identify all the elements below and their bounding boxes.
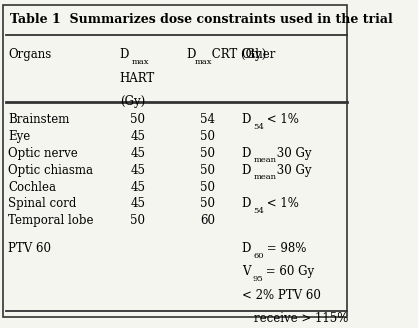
Text: 50: 50 [200, 197, 215, 211]
FancyBboxPatch shape [3, 5, 347, 317]
Text: < 1%: < 1% [263, 113, 299, 126]
Text: < 2% PTV 60: < 2% PTV 60 [242, 289, 321, 302]
Text: 30 Gy: 30 Gy [273, 164, 311, 177]
Text: 50: 50 [200, 164, 215, 177]
Text: max: max [195, 58, 213, 66]
Text: Table 1  Summarizes dose constraints used in the trial: Table 1 Summarizes dose constraints used… [10, 13, 393, 26]
Text: 45: 45 [130, 180, 145, 194]
Text: 50: 50 [130, 113, 145, 126]
Text: Optic nerve: Optic nerve [8, 147, 78, 160]
Text: 45: 45 [130, 130, 145, 143]
Text: V: V [242, 265, 250, 278]
Text: Cochlea: Cochlea [8, 180, 56, 194]
Text: 54: 54 [254, 123, 265, 131]
Text: 50: 50 [200, 147, 215, 160]
Text: receive > 115%: receive > 115% [254, 312, 348, 325]
Text: D: D [242, 113, 251, 126]
Text: HART: HART [120, 72, 155, 85]
Text: 30 Gy: 30 Gy [273, 147, 311, 160]
Text: 54: 54 [254, 207, 265, 215]
Text: < 1%: < 1% [263, 197, 299, 211]
Text: D: D [120, 48, 129, 61]
Text: Spinal cord: Spinal cord [8, 197, 77, 211]
Text: 54: 54 [200, 113, 215, 126]
Text: D: D [186, 48, 195, 61]
Text: Brainstem: Brainstem [8, 113, 70, 126]
Text: D: D [242, 147, 251, 160]
Text: 45: 45 [130, 197, 145, 211]
Text: 45: 45 [130, 164, 145, 177]
Text: 60: 60 [200, 214, 215, 227]
Text: 45: 45 [130, 147, 145, 160]
Text: mean: mean [254, 173, 277, 181]
Text: D: D [242, 242, 251, 255]
Text: Other: Other [242, 48, 276, 61]
Text: Organs: Organs [8, 48, 51, 61]
Text: 50: 50 [130, 214, 145, 227]
Text: Optic chiasma: Optic chiasma [8, 164, 93, 177]
Text: CRT (Gy): CRT (Gy) [208, 48, 266, 61]
Text: = 98%: = 98% [263, 242, 306, 255]
Text: = 60 Gy: = 60 Gy [262, 265, 314, 278]
Text: 50: 50 [200, 180, 215, 194]
Text: D: D [242, 197, 251, 211]
Text: Eye: Eye [8, 130, 31, 143]
Text: 60: 60 [254, 252, 264, 260]
Text: Temporal lobe: Temporal lobe [8, 214, 94, 227]
Text: D: D [242, 164, 251, 177]
Text: mean: mean [254, 156, 277, 164]
Text: 95: 95 [252, 275, 263, 283]
Text: PTV 60: PTV 60 [8, 242, 51, 255]
Text: 50: 50 [200, 130, 215, 143]
Text: max: max [132, 58, 149, 66]
Text: (Gy): (Gy) [120, 95, 145, 108]
